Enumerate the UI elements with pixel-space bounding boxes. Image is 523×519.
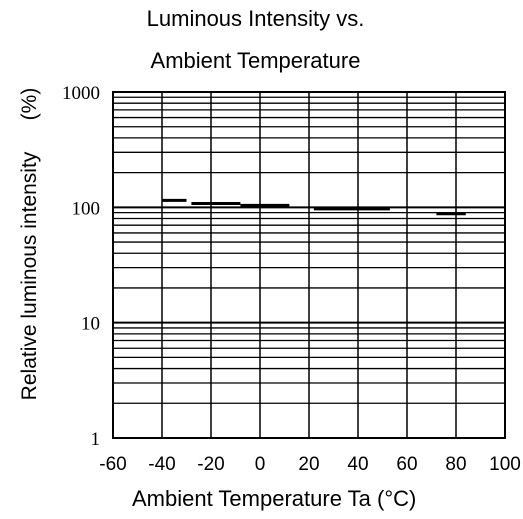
tick-labels: -60 -40 -20 0 20 40 60 80 100 1 10 100 1000 bbox=[62, 83, 521, 475]
x-tick-label: -20 bbox=[197, 454, 224, 475]
chart-title: Luminous Intensity vs. bbox=[146, 6, 365, 31]
y-axis-unit: (%) bbox=[18, 87, 41, 121]
x-tick-label: 20 bbox=[298, 454, 319, 475]
grid-layer bbox=[112, 92, 506, 439]
x-tick-label: -60 bbox=[99, 454, 126, 475]
x-tick-label: 40 bbox=[347, 454, 368, 475]
y-tick-label: 1000 bbox=[62, 83, 100, 104]
x-tick-label: -40 bbox=[148, 454, 175, 475]
y-tick-label: 10 bbox=[81, 314, 100, 335]
x-tick-label: 0 bbox=[255, 454, 266, 475]
chart-subtitle: Ambient Temperature bbox=[150, 48, 361, 73]
plot-frame bbox=[112, 91, 506, 439]
x-axis-label: Ambient Temperature Ta (°C) bbox=[132, 486, 417, 511]
y-tick-label: 1 bbox=[91, 429, 101, 450]
plot-border bbox=[112, 91, 506, 439]
x-tick-label: 100 bbox=[489, 454, 521, 475]
x-tick-label: 60 bbox=[396, 454, 417, 475]
y-axis-label: Relative luminous intensity bbox=[18, 151, 41, 401]
y-tick-label: 100 bbox=[72, 198, 101, 219]
x-tick-label: 80 bbox=[445, 454, 466, 475]
data-layer bbox=[162, 198, 466, 216]
